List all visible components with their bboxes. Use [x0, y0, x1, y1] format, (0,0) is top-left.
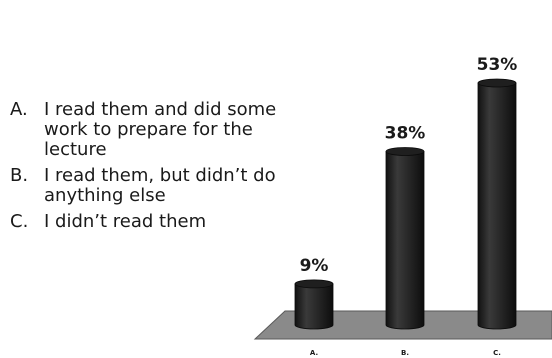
bars-group: 9% A. 38% B. 53% C.	[294, 55, 518, 357]
x-tick-c: C.	[493, 349, 501, 357]
bar-top-a	[294, 279, 334, 289]
bar-a	[294, 283, 334, 330]
bar-top-c	[477, 78, 517, 88]
bar-c	[477, 82, 517, 330]
option-letter: A.	[10, 99, 28, 120]
data-label-a: 9%	[300, 256, 329, 276]
option-a: A. I read them and did some work to prep…	[10, 100, 278, 160]
data-label-b: 38%	[385, 123, 426, 143]
bar-top-b	[385, 147, 425, 156]
answer-options: A. I read them and did some work to prep…	[10, 100, 278, 238]
bar-b	[385, 151, 425, 330]
x-tick-a: A.	[310, 349, 318, 357]
option-text: I read them, but didn’t do anything else	[44, 165, 276, 206]
option-text: I read them and did some work to prepare…	[44, 99, 277, 160]
option-c: C. I didn’t read them	[10, 212, 278, 232]
option-text: I didn’t read them	[44, 211, 207, 232]
option-letter: C.	[10, 211, 29, 232]
data-label-c: 53%	[477, 55, 518, 75]
option-b: B. I read them, but didn’t do anything e…	[10, 166, 278, 206]
option-letter: B.	[10, 165, 29, 186]
x-tick-b: B.	[401, 349, 409, 357]
